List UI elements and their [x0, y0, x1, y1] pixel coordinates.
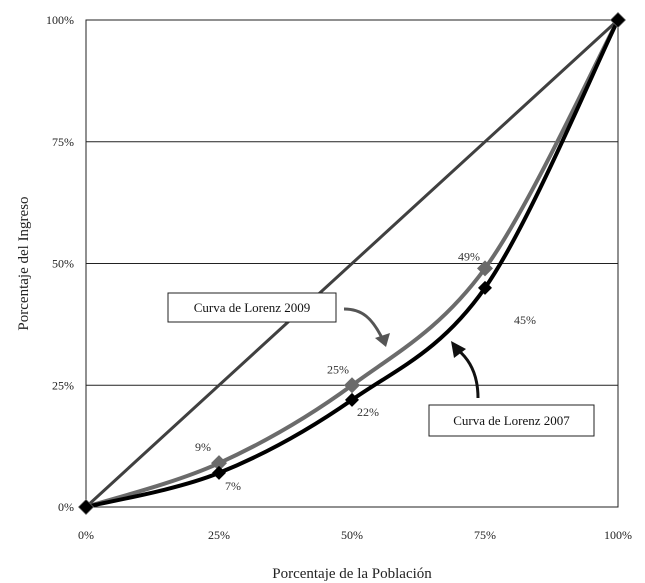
equality-line — [84, 18, 620, 509]
arrowhead-icon — [451, 341, 466, 358]
annotation-label-2007: Curva de Lorenz 2007 — [453, 413, 570, 428]
series-markers — [78, 12, 626, 515]
data-label: 49% — [458, 249, 480, 263]
series-line-2007 — [84, 18, 620, 509]
y-tick-label: 75% — [52, 135, 74, 149]
data-point-marker — [345, 392, 359, 407]
data-point-marker — [212, 465, 226, 480]
x-tick-label: 50% — [341, 528, 363, 542]
annotation-arrow-2007 — [457, 348, 480, 399]
annotation-box-2009 — [167, 292, 337, 323]
y-tick-label: 100% — [46, 13, 74, 27]
series-line-2009 — [84, 18, 620, 509]
x-tick-labels: 0% 25% 50% 75% 100% — [78, 528, 632, 542]
data-label: 25% — [327, 362, 349, 376]
x-axis-title: Porcentaje de la Población — [272, 566, 432, 582]
data-point-marker — [478, 280, 492, 295]
x-tick-label: 75% — [474, 528, 496, 542]
data-label: 9% — [195, 440, 211, 454]
y-tick-label: 25% — [52, 378, 74, 392]
data-point-marker — [79, 500, 93, 514]
annotations: Curva de Lorenz 2009 Curva de Lorenz 2007 — [167, 292, 595, 437]
data-point-marker — [611, 13, 625, 27]
y-axis-title: Porcentaje del Ingreso — [16, 196, 32, 330]
data-point-marker — [344, 377, 360, 394]
plot-frame — [85, 19, 619, 508]
data-point-marker — [211, 455, 227, 472]
x-tick-label: 25% — [208, 528, 230, 542]
y-tick-label: 50% — [52, 257, 74, 271]
annotation-box-2007 — [428, 404, 595, 437]
annotation-label-2009: Curva de Lorenz 2009 — [194, 300, 311, 315]
data-labels: 9% 25% 49% 7% 22% 45% — [195, 249, 536, 493]
data-label: 22% — [357, 405, 379, 419]
data-point-marker — [477, 260, 493, 277]
x-tick-label: 0% — [78, 528, 94, 542]
y-tick-label: 0% — [58, 500, 74, 514]
arrowhead-icon — [375, 333, 390, 347]
series-lines — [84, 18, 620, 509]
x-tick-label: 100% — [604, 528, 632, 542]
y-tick-labels: 0% 25% 50% 75% 100% — [46, 13, 74, 514]
data-label: 7% — [225, 479, 241, 493]
data-label: 45% — [514, 313, 536, 327]
annotation-arrow-2009 — [343, 307, 384, 339]
